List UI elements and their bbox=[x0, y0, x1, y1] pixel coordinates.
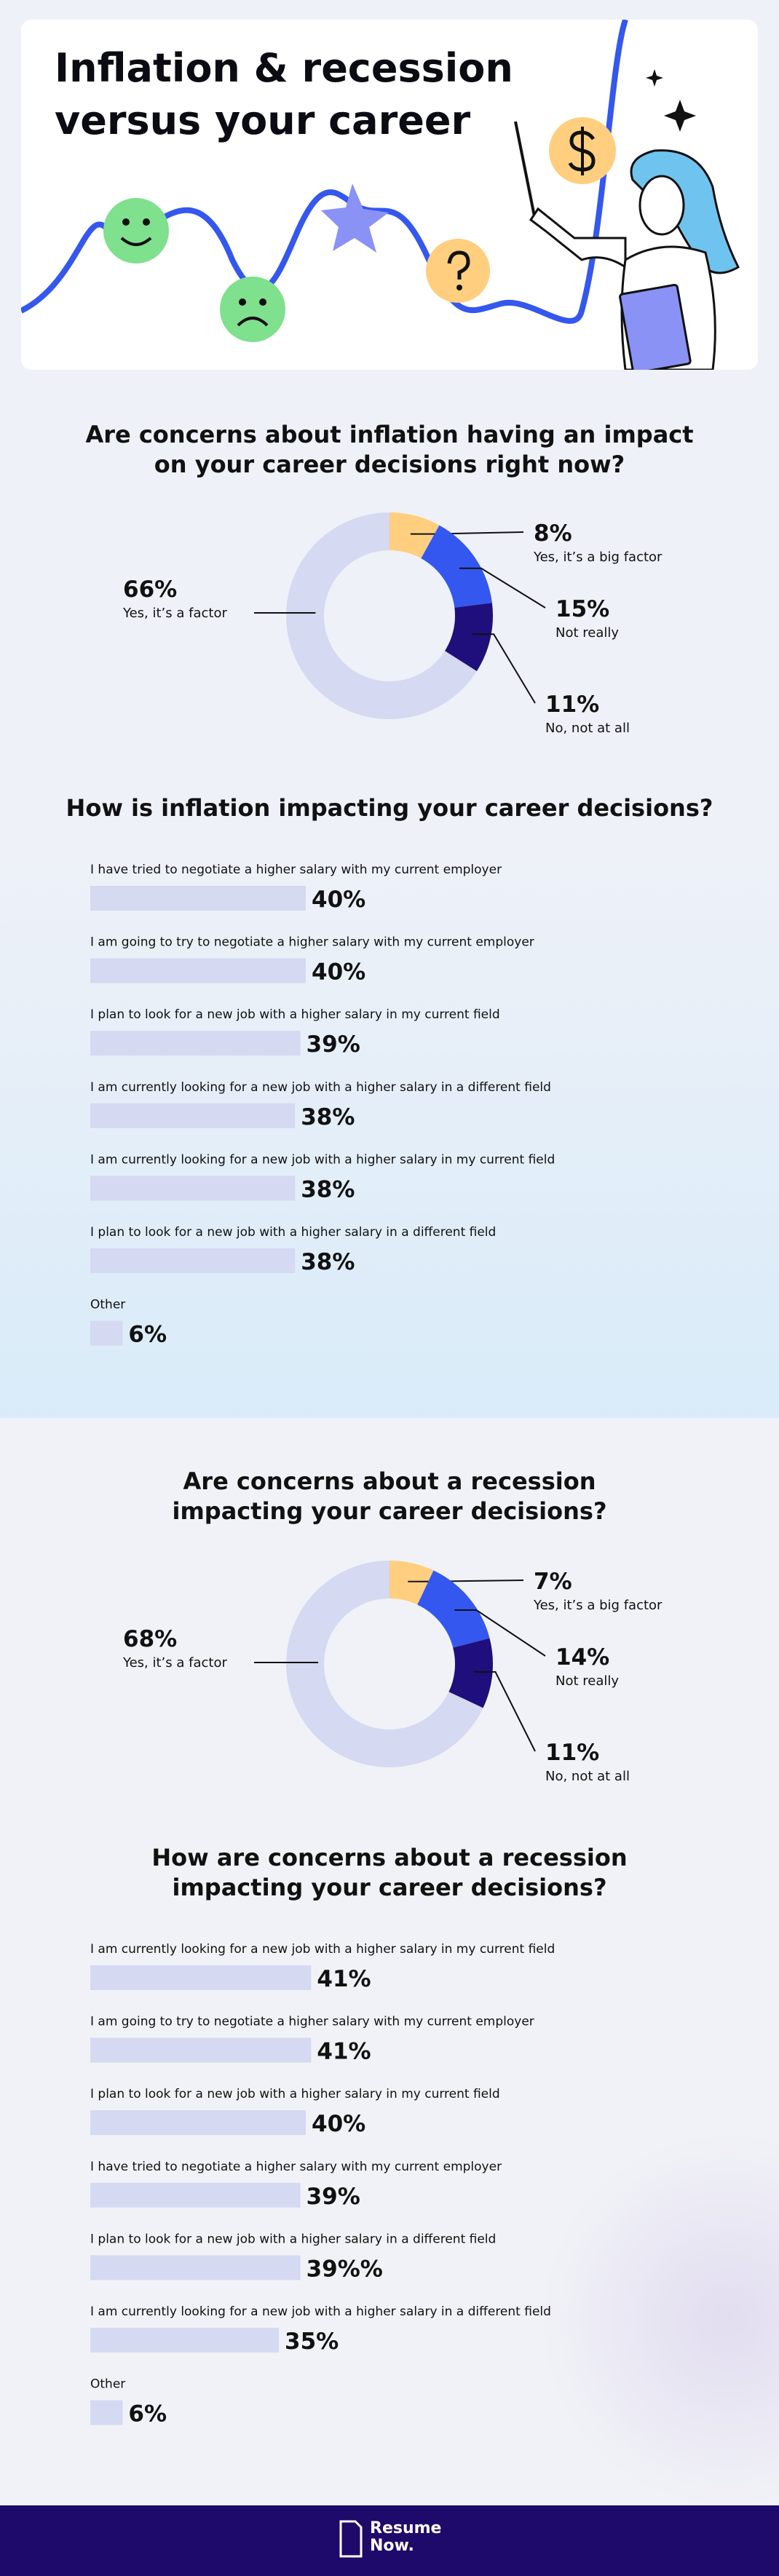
value-label: 40% bbox=[312, 2111, 365, 2137]
value-label: 35% bbox=[285, 2329, 339, 2355]
leader-line bbox=[454, 1609, 546, 1657]
logo-shape bbox=[339, 2520, 363, 2558]
sparkle bbox=[664, 100, 696, 132]
bar bbox=[90, 2037, 312, 2063]
value-label: 39% bbox=[307, 2184, 360, 2210]
category-label: I have tried to negotiate a higher salar… bbox=[90, 863, 502, 877]
smiley bbox=[103, 198, 169, 263]
leader-line bbox=[473, 1671, 536, 1752]
value-label: 39%% bbox=[307, 2256, 383, 2282]
donut-segment bbox=[417, 1570, 490, 1648]
brand-text: Now. bbox=[370, 2537, 414, 2555]
donut-segment bbox=[390, 1561, 434, 1605]
value-label: 11% bbox=[545, 691, 599, 718]
chart-title: Are concerns about a recession impacting… bbox=[172, 1467, 607, 1525]
footer bbox=[0, 2505, 779, 2576]
star bbox=[321, 183, 389, 253]
category-label: No, not at all bbox=[545, 1769, 630, 1784]
header-illustration bbox=[21, 20, 740, 370]
donut-segment bbox=[390, 512, 440, 559]
value-label: 6% bbox=[128, 1322, 167, 1348]
donut-segment bbox=[448, 1638, 493, 1708]
category-label: I am going to try to negotiate a higher … bbox=[90, 935, 534, 950]
category-label: I am going to try to negotiate a higher … bbox=[90, 2015, 534, 2029]
category-label: Yes, it’s a big factor bbox=[533, 550, 663, 565]
value-label: 11% bbox=[545, 1740, 599, 1766]
category-label: Yes, it’s a factor bbox=[122, 606, 227, 621]
category-label: I am currently looking for a new job wit… bbox=[90, 2304, 551, 2319]
value-label: 8% bbox=[534, 520, 572, 547]
chart-title: How is inflation impacting your career d… bbox=[66, 794, 713, 822]
value-label: 6% bbox=[128, 2401, 167, 2428]
donut-segment bbox=[421, 525, 492, 608]
bar bbox=[90, 2400, 123, 2425]
value-label: 7% bbox=[534, 1569, 572, 1595]
category-label: I plan to look for a new job with a high… bbox=[90, 2087, 500, 2101]
bar bbox=[90, 1965, 312, 1990]
category-label: No, not at all bbox=[545, 721, 630, 736]
presenter bbox=[514, 121, 740, 370]
donut-segment bbox=[286, 512, 477, 719]
category-label: I plan to look for a new job with a high… bbox=[90, 1007, 500, 1022]
category-label: Other bbox=[90, 1298, 125, 1312]
category-label: I am currently looking for a new job wit… bbox=[90, 1080, 551, 1095]
sparkle bbox=[646, 69, 663, 87]
bar bbox=[90, 1031, 301, 1056]
bar bbox=[90, 1248, 296, 1273]
frowny bbox=[220, 277, 285, 342]
section-background bbox=[0, 1418, 779, 2505]
category-label: I plan to look for a new job with a high… bbox=[90, 2232, 496, 2246]
chart-title: How are concerns about a recession impac… bbox=[151, 1844, 628, 1901]
question-icon bbox=[426, 239, 490, 303]
bar bbox=[90, 886, 306, 911]
category-label: Not really bbox=[555, 1673, 619, 1689]
category-label: I plan to look for a new job with a high… bbox=[90, 1225, 496, 1240]
value-label: 40% bbox=[312, 959, 365, 986]
brand-text: Resume bbox=[370, 2519, 442, 2537]
bar bbox=[90, 1320, 123, 1346]
bar bbox=[90, 2255, 301, 2280]
value-label: 15% bbox=[555, 596, 609, 622]
category-label: I have tried to negotiate a higher salar… bbox=[90, 2160, 502, 2174]
category-label: I am currently looking for a new job wit… bbox=[90, 1942, 555, 1957]
bar bbox=[90, 1103, 296, 1128]
donut-segment bbox=[285, 1561, 483, 1767]
page-title: Inflation & recession versus your career bbox=[55, 45, 513, 143]
value-label: 41% bbox=[317, 1966, 371, 1992]
header-card bbox=[21, 20, 758, 370]
category-label: Yes, it’s a factor bbox=[122, 1655, 227, 1671]
value-label: 38% bbox=[301, 1176, 355, 1202]
bar bbox=[90, 2110, 306, 2136]
value-label: 38% bbox=[301, 1104, 355, 1130]
bar bbox=[90, 958, 306, 983]
dollar-icon bbox=[549, 117, 616, 184]
bar bbox=[90, 1176, 296, 1201]
value-label: 14% bbox=[555, 1644, 609, 1671]
leader-line bbox=[472, 633, 536, 704]
category-label: Not really bbox=[555, 625, 619, 641]
category-label: I am currently looking for a new job wit… bbox=[90, 1152, 555, 1167]
value-label: 38% bbox=[301, 1249, 355, 1275]
logo-icon bbox=[339, 2520, 363, 2558]
chart-title: Are concerns about inflation having an i… bbox=[85, 421, 694, 478]
donut-segment bbox=[444, 603, 493, 672]
value-label: 68% bbox=[123, 1626, 177, 1652]
bar bbox=[90, 2182, 301, 2208]
value-label: 40% bbox=[312, 887, 365, 913]
brand: Resume Now. bbox=[370, 2520, 441, 2555]
leader-line bbox=[459, 567, 546, 609]
bar bbox=[90, 2328, 279, 2353]
value-label: 39% bbox=[307, 1031, 360, 1058]
leader-line bbox=[410, 531, 524, 535]
category-label: Yes, it’s a big factor bbox=[533, 1598, 663, 1613]
value-label: 66% bbox=[123, 576, 177, 603]
category-label: Other bbox=[90, 2377, 125, 2392]
value-label: 41% bbox=[317, 2039, 371, 2065]
